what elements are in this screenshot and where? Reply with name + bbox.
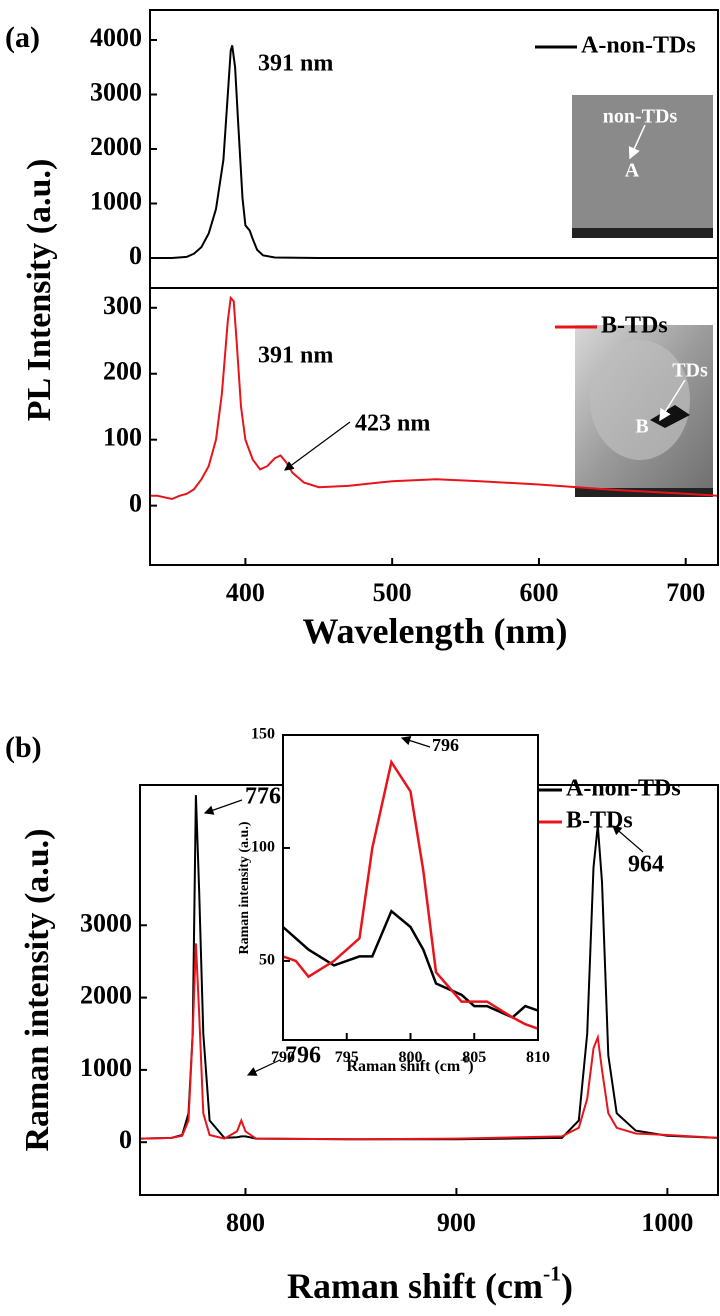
inset-background xyxy=(283,735,538,1040)
annotation: 391 nm xyxy=(258,343,333,369)
legend-label: A-non-TDs xyxy=(581,33,696,59)
series-line xyxy=(140,943,718,1141)
legend-label: A-non-TDs xyxy=(566,776,681,802)
inset-arrow xyxy=(628,124,646,160)
x-axis-label-part: -1 xyxy=(543,1262,561,1286)
y-tick-label: 100 xyxy=(251,839,275,856)
x-tick-label: 790 xyxy=(271,1049,295,1066)
y-tick-label: 150 xyxy=(251,726,275,743)
sem-image-a xyxy=(572,95,713,238)
sem-texture xyxy=(590,340,690,460)
series-line xyxy=(283,909,538,1019)
panel-label: (a) xyxy=(5,21,40,54)
y-tick-label: 0 xyxy=(119,1125,132,1154)
y-tick-label: 2000 xyxy=(90,132,142,161)
annotation: 423 nm xyxy=(355,411,430,437)
annotation-arrow xyxy=(203,799,243,815)
x-tick-label: 600 xyxy=(519,578,558,607)
series-line xyxy=(150,45,718,259)
y-axis-label: Raman intensity (a.u.) xyxy=(19,828,56,1151)
x-axis-label: Raman shift (cm-1) xyxy=(346,1055,473,1075)
y-tick-label: 50 xyxy=(259,952,275,969)
series-line xyxy=(283,758,538,1030)
x-axis-label-part: Raman shift (cm xyxy=(287,1266,543,1306)
annotation-arrow xyxy=(400,736,431,748)
series-line xyxy=(150,295,718,501)
annotation: 964 xyxy=(628,852,664,878)
annotation: 796 xyxy=(432,735,459,755)
x-tick-label: 800 xyxy=(226,1208,265,1237)
y-tick-label: 100 xyxy=(103,423,142,452)
y-tick-label: 200 xyxy=(103,357,142,386)
x-axis-label-part: -1 xyxy=(460,1055,468,1066)
y-tick-label: 1000 xyxy=(90,186,142,215)
y-tick-label: 3000 xyxy=(80,908,132,937)
legend-label: B-TDs xyxy=(566,808,633,834)
panel-label: (b) xyxy=(5,731,42,764)
y-tick-label: 300 xyxy=(103,291,142,320)
x-tick-label: 900 xyxy=(437,1208,476,1237)
y-tick-label: 0 xyxy=(129,489,142,518)
plot-frame xyxy=(282,734,539,1041)
x-tick-label: 500 xyxy=(373,578,412,607)
annotation: 391 nm xyxy=(258,51,333,77)
x-tick-label: 810 xyxy=(526,1049,550,1066)
y-tick-label: 3000 xyxy=(90,77,142,106)
sem-scalebar xyxy=(572,228,713,238)
annotation-arrow xyxy=(284,421,351,471)
x-tick-label: 795 xyxy=(335,1049,359,1066)
plot-frame xyxy=(149,287,719,566)
x-axis-label-part: Wavelength (nm) xyxy=(303,611,568,651)
x-tick-label: 1000 xyxy=(641,1208,693,1237)
y-tick-label: 1000 xyxy=(80,1053,132,1082)
y-axis-label: PL Intensity (a.u.) xyxy=(21,159,58,422)
annotation-arrow xyxy=(246,1059,281,1076)
y-tick-label: 2000 xyxy=(80,981,132,1010)
x-axis-label-part: ) xyxy=(468,1058,473,1075)
inset-arrow xyxy=(659,379,686,422)
x-tick-label: 800 xyxy=(399,1049,423,1066)
inset-label: B xyxy=(635,416,648,438)
x-tick-label: 805 xyxy=(462,1049,486,1066)
y-tick-label: 4000 xyxy=(90,23,142,52)
y-axis-label: Raman intensity (a.u.) xyxy=(237,821,252,954)
annotation: 796 xyxy=(285,1043,321,1069)
inset-label: non-TDs xyxy=(603,106,678,128)
y-tick-label: 0 xyxy=(129,241,142,270)
annotation-arrow xyxy=(612,825,644,853)
inset-label: TDs xyxy=(672,360,708,382)
x-axis-label-part: Raman shift (cm xyxy=(346,1058,460,1075)
x-tick-label: 400 xyxy=(226,578,265,607)
legend-label: B-TDs xyxy=(601,313,668,339)
x-axis-label: Wavelength (nm) xyxy=(303,611,568,651)
x-axis-label: Raman shift (cm-1) xyxy=(287,1262,573,1307)
x-axis-label-part: ) xyxy=(561,1266,573,1306)
x-tick-label: 700 xyxy=(666,578,705,607)
inset-label: A xyxy=(625,160,640,182)
annotation: 776 xyxy=(245,784,281,810)
